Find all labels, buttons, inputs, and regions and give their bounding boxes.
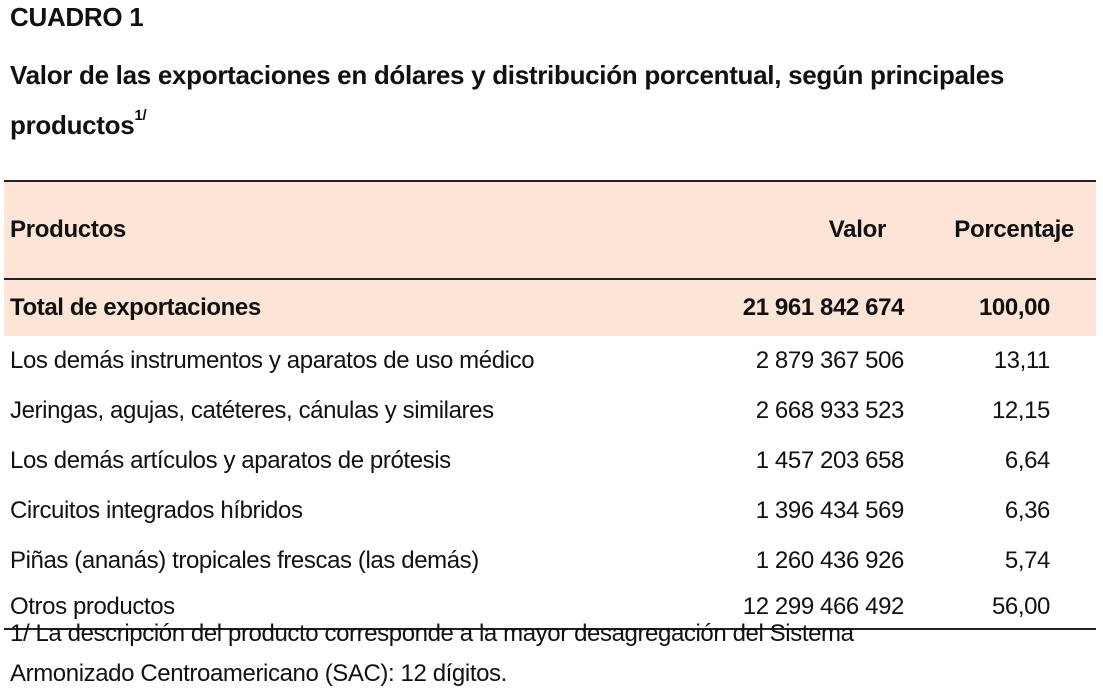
exports-table: Productos Valor Porcentaje Total de expo… bbox=[4, 180, 1096, 630]
row-percent: 6,36 bbox=[1004, 497, 1051, 524]
total-row: Total de exportaciones 21 961 842 674 10… bbox=[4, 279, 1096, 336]
row-percent: 6,64 bbox=[1004, 447, 1051, 474]
header-row: Productos Valor Porcentaje bbox=[4, 180, 1096, 280]
table-row: Jeringas, agujas, catéteres, cánulas y s… bbox=[4, 386, 1096, 436]
row-percent: 12,15 bbox=[991, 397, 1050, 424]
table-body: Total de exportaciones 21 961 842 674 10… bbox=[4, 279, 1096, 630]
row-product: Circuitos integrados híbridos bbox=[10, 497, 303, 524]
exports-table-container: Productos Valor Porcentaje Total de expo… bbox=[4, 180, 1096, 630]
row-value: 1 396 434 569 bbox=[755, 497, 905, 524]
title-footnote-ref: 1/ bbox=[134, 107, 147, 124]
row-product: Otros productos bbox=[4, 586, 690, 630]
table-row: Otros productos 12 299 466 492 56,00 bbox=[4, 586, 1096, 630]
total-product: Total de exportaciones bbox=[4, 279, 690, 336]
total-value: 21 961 842 674 bbox=[690, 279, 904, 336]
row-value: 1 457 203 658 bbox=[755, 447, 905, 474]
row-percent: 56,00 bbox=[904, 586, 1096, 630]
column-header-valor: Valor bbox=[690, 180, 904, 280]
table-title-text: Valor de las exportaciones en dólares y … bbox=[10, 60, 1005, 140]
row-percent: 13,11 bbox=[993, 347, 1051, 374]
footnote-line-1: 1/ La descripción del producto correspon… bbox=[10, 620, 854, 647]
table-header: Productos Valor Porcentaje bbox=[4, 180, 1096, 280]
row-percent: 5,74 bbox=[1004, 547, 1051, 574]
row-value: 12 299 466 492 bbox=[690, 586, 904, 630]
row-product: Jeringas, agujas, catéteres, cánulas y s… bbox=[10, 397, 494, 424]
table-title: Valor de las exportaciones en dólares y … bbox=[10, 50, 1070, 150]
row-value: 2 879 367 506 bbox=[755, 347, 905, 374]
row-product: Piñas (ananás) tropicales frescas (las d… bbox=[10, 547, 479, 574]
table-row: Los demás instrumentos y aparatos de uso… bbox=[4, 336, 1096, 386]
total-percent: 100,00 bbox=[904, 279, 1096, 336]
column-header-productos: Productos bbox=[4, 180, 690, 280]
footnote-line-2: Armonizado Centroamericano (SAC): 12 díg… bbox=[10, 660, 507, 687]
table-row: Circuitos integrados híbridos 1 396 434 … bbox=[4, 486, 1096, 536]
footnote: 1/ La descripción del producto correspon… bbox=[10, 614, 1090, 694]
table-row: Los demás artículos y aparatos de prótes… bbox=[4, 436, 1096, 486]
row-value: 1 260 436 926 bbox=[755, 547, 905, 574]
row-product: Los demás instrumentos y aparatos de uso… bbox=[10, 347, 535, 374]
table-number-label: CUADRO 1 bbox=[10, 2, 144, 32]
column-header-porcentaje: Porcentaje bbox=[904, 180, 1096, 280]
table-row: Piñas (ananás) tropicales frescas (las d… bbox=[4, 536, 1096, 586]
row-product: Los demás artículos y aparatos de prótes… bbox=[10, 447, 451, 474]
row-value: 2 668 933 523 bbox=[755, 397, 905, 424]
